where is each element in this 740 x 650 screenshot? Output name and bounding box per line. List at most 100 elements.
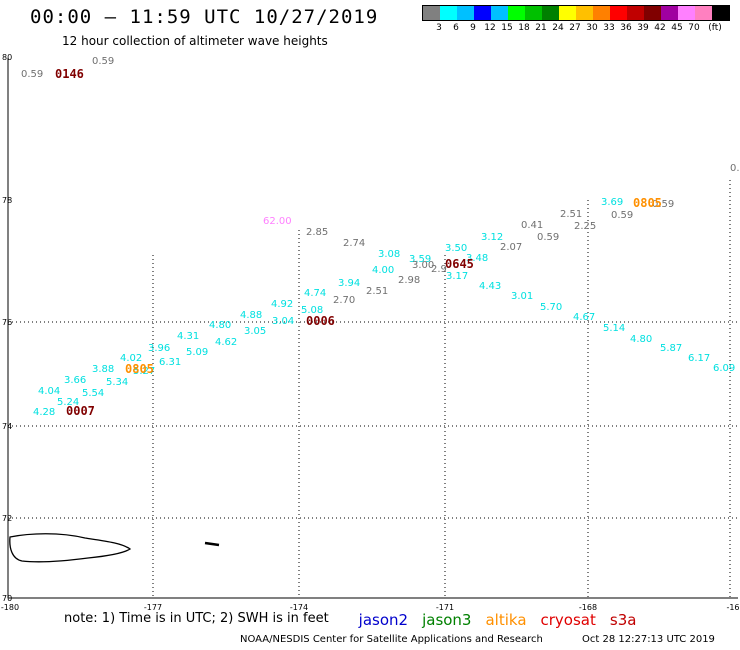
legend-label: 36 <box>620 23 632 33</box>
wave-height-value: 4.80 <box>209 320 231 331</box>
wave-height-value: 3.17 <box>446 271 468 282</box>
longitude-tick: -16 <box>726 603 739 612</box>
legend-swatch <box>678 6 695 20</box>
map-title: 00:00 — 11:59 UTC 10/27/2019 <box>30 6 379 28</box>
legend-label: 45 <box>671 23 683 33</box>
generated-timestamp: Oct 28 12:27:13 UTC 2019 <box>582 634 715 645</box>
legend-swatch <box>695 6 712 20</box>
satellite-label-s3a: s3a <box>609 611 637 629</box>
legend-label: 33 <box>603 23 615 33</box>
satellite-legend: jason2 jason3 altika cryosat s3a <box>359 611 651 629</box>
longitude-tick: -174 <box>290 603 308 612</box>
wave-height-value: 2.51 <box>560 209 582 220</box>
longitude-tick: -177 <box>144 603 162 612</box>
wave-height-value: 4.28 <box>33 407 55 418</box>
legend-label: 9 <box>470 23 476 33</box>
wave-height-value: 3.00 <box>412 260 434 271</box>
wave-height-value: 6.17 <box>688 353 710 364</box>
legend-label: 42 <box>654 23 666 33</box>
legend-swatch <box>525 6 542 20</box>
wave-height-value: 3.88 <box>92 364 114 375</box>
legend-label: 70 <box>688 23 700 33</box>
wave-height-value: 2.25 <box>574 221 596 232</box>
wave-height-value: 6.09 <box>713 363 735 374</box>
legend-swatch <box>440 6 457 20</box>
legend-swatch <box>644 6 661 20</box>
legend-label: 30 <box>586 23 598 33</box>
map-subtitle: 12 hour collection of altimeter wave hei… <box>62 34 328 48</box>
wave-height-value: 3.01 <box>511 291 533 302</box>
pass-time-label: 0007 <box>66 404 95 418</box>
latitude-tick-labels: 80 78 76 74 72 70 <box>2 53 12 603</box>
longitude-tick: -171 <box>436 603 454 612</box>
wave-height-value: 0.59 <box>537 232 559 243</box>
pass-time-label: 0645 <box>445 257 474 271</box>
latitude-tick: 70 <box>2 594 12 603</box>
credit-line: NOAA/NESDIS Center for Satellite Applica… <box>240 634 543 645</box>
wave-height-value: 4.74 <box>304 288 326 299</box>
wave-height-value: 0.59 <box>652 199 674 210</box>
wave-height-value: 5.87 <box>660 343 682 354</box>
wave-height-value: 5.34 <box>106 377 128 388</box>
pass-time-label: 0805 <box>125 362 154 376</box>
satellite-label-altika: altika <box>485 611 527 629</box>
legend-label: 21 <box>535 23 547 33</box>
legend-swatch <box>508 6 525 20</box>
wave-height-value: 0.41 <box>521 220 543 231</box>
wave-height-value: 5.08 <box>301 305 323 316</box>
wave-height-value: 2.85 <box>306 227 328 238</box>
satellite-label-jason3: jason3 <box>422 611 472 629</box>
latitude-tick: 80 <box>2 53 12 62</box>
wave-height-value: 3.66 <box>64 375 86 386</box>
wave-height-value: 62.00 <box>263 216 292 227</box>
legend-label: 18 <box>518 23 530 33</box>
legend-swatch <box>474 6 491 20</box>
wave-height-value: 3.05 <box>244 326 266 337</box>
wave-height-value: 3.50 <box>445 243 467 254</box>
wave-height-value: 2.9 <box>431 264 447 275</box>
legend-color-bar <box>422 5 730 21</box>
legend-label: (ft) <box>708 23 722 33</box>
legend-swatch <box>559 6 576 20</box>
legend-label: 6 <box>453 23 459 33</box>
wave-height-value: 4.02 <box>120 353 142 364</box>
wave-height-value: 4.67 <box>573 312 595 323</box>
longitude-tick-labels: -180 -177 -174 -171 -168 -16 <box>1 603 740 612</box>
wave-height-value: 6.31 <box>159 357 181 368</box>
coastline-island <box>9 533 132 563</box>
legend-label: 27 <box>569 23 581 33</box>
coastline-islet <box>204 541 220 547</box>
legend-swatch <box>542 6 559 20</box>
legend-swatch <box>423 6 440 20</box>
wave-height-value: 3.69 <box>601 197 623 208</box>
grid-lines <box>8 180 738 598</box>
longitude-tick: -168 <box>579 603 597 612</box>
legend-swatch <box>593 6 610 20</box>
wave-height-value: 5.27 <box>133 366 155 377</box>
wave-height-value: 3.08 <box>378 249 400 260</box>
footer-note-row: note: 1) Time is in UTC; 2) SWH is in fe… <box>64 611 650 629</box>
wave-height-value: 4.88 <box>240 310 262 321</box>
wave-height-value: 2.74 <box>343 238 365 249</box>
wave-height-value: 2.51 <box>366 286 388 297</box>
wave-height-value: 4.00 <box>372 265 394 276</box>
legend-labels: 3 6 9 12 15 18 21 24 27 30 33 36 39 42 45 70 (ft) <box>422 21 730 35</box>
wave-height-value: 4.43 <box>479 281 501 292</box>
pass-time-label: 0006 <box>306 314 335 328</box>
wave-height-value: 4.80 <box>630 334 652 345</box>
legend-label: 12 <box>484 23 496 33</box>
legend-swatch <box>627 6 644 20</box>
legend-swatch <box>610 6 627 20</box>
wave-height-value: 5.24 <box>57 397 79 408</box>
pass-time-label: 0146 <box>55 67 84 81</box>
wave-height-value: 2.98 <box>398 275 420 286</box>
legend-swatch <box>576 6 593 20</box>
wave-height-value: 4.92 <box>271 299 293 310</box>
color-legend: 3 6 9 12 15 18 21 24 27 30 33 36 39 42 45 70 (ft) <box>422 5 730 35</box>
legend-label: 39 <box>637 23 649 33</box>
wave-height-value: 5.70 <box>540 302 562 313</box>
longitude-tick: -180 <box>1 603 19 612</box>
wave-height-value: 2.70 <box>333 295 355 306</box>
wave-height-value: 0.59 <box>92 56 114 67</box>
footer-note: note: 1) Time is in UTC; 2) SWH is in fe… <box>64 611 329 626</box>
